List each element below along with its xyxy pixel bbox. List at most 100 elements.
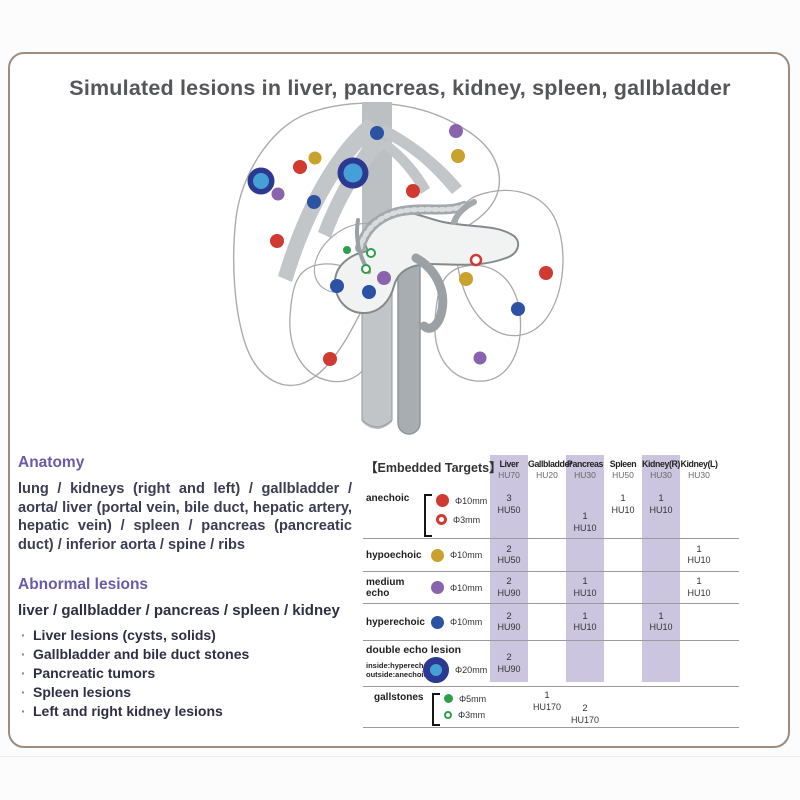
- column-header-pancreas: Pancreas HU30: [567, 459, 603, 480]
- cell-spleen: [604, 687, 642, 727]
- row-label-cell: double echo lesion inside:hyperechoic ou…: [363, 641, 490, 686]
- cell-gallbladder: [528, 604, 566, 640]
- cell-spleen: 1 HU10: [611, 493, 635, 515]
- table-header-row: Liver HU70 Gallbladder HU20 Pancreas HU30 S…: [363, 455, 739, 488]
- column-header-kidney-r: Kidney(R) HU30: [642, 459, 680, 480]
- blue-filled-circle-icon: [431, 615, 444, 629]
- lesion-dot: [330, 279, 344, 293]
- cell-spleen: [604, 641, 642, 686]
- list-item: Left and right kidney lesions: [18, 702, 360, 721]
- embedded-targets-table: 【Embedded Targets】 Liver HU70 Gallbladder…: [363, 455, 739, 728]
- double-echo-ring-icon: [423, 657, 449, 683]
- lesion-dot: [473, 351, 487, 365]
- lesion-dot: [469, 253, 483, 267]
- cell-pancreas: 1 HU10: [573, 576, 597, 598]
- lesion-dot: [307, 195, 321, 209]
- sma-vessel: [411, 253, 448, 333]
- cell-pancreas: 1 HU10: [573, 610, 597, 633]
- cell-pancreas: [566, 539, 604, 571]
- lesion-dot: [270, 234, 284, 248]
- table-row-double-echo: double echo lesion inside:hyperechoic ou…: [363, 641, 739, 687]
- lesion-dot: [539, 266, 553, 280]
- row-label-cell: anechoic Φ10mm Φ3mm: [363, 488, 490, 538]
- ivc-lower: [361, 275, 393, 428]
- cell-kidney-l: [680, 641, 718, 686]
- cell-gallbladder: [528, 539, 566, 571]
- lesion-dot: [370, 126, 384, 140]
- kidney-r-column-band: [642, 455, 680, 682]
- table-row-hypoechoic: hypoechoic Φ10mm 2 HU50 1 HU10: [363, 539, 739, 572]
- row-label: double echo lesion: [366, 644, 462, 656]
- table-row-hyperechoic: hyperechoic Φ10mm 2 HU90 1 HU10 1 HU10: [363, 604, 739, 641]
- row-label: anechoic: [366, 493, 410, 504]
- cell-liver: 3 HU50: [497, 493, 521, 515]
- cell-kidney-l: [680, 604, 718, 640]
- cell-kidney-r: [642, 539, 680, 571]
- hepatic-vein-branch: [278, 118, 380, 282]
- cell-kidney-l: 1 HU10: [687, 576, 711, 598]
- cell-kidney-l: [680, 488, 718, 538]
- liver-column-band: [490, 455, 528, 682]
- list-item: Liver lesions (cysts, solids): [18, 626, 360, 645]
- gold-filled-circle-icon: [431, 548, 444, 562]
- anatomy-body: lung / kidneys (right and left) / gallbl…: [18, 481, 352, 553]
- lesion-dot: [323, 352, 337, 366]
- row-label-cell: hypoechoic Φ10mm: [366, 548, 483, 562]
- cell-liver: 2 HU90: [497, 610, 521, 633]
- abnormal-lesions-section: Abnormal lesions liver / gallbladder / p…: [18, 576, 360, 721]
- column-header-spleen: Spleen HU50: [609, 459, 637, 480]
- lesion-dot: [459, 272, 473, 286]
- page-title: Simulated lesions in liver, pancreas, ki…: [69, 76, 731, 101]
- list-item: Gallbladder and bile duct stones: [18, 645, 360, 664]
- lesion-dot: [343, 163, 363, 183]
- row-label: hyperechoic: [366, 616, 425, 628]
- row-label: medium echo: [366, 576, 405, 599]
- cell-kidney-r: 1 HU10: [649, 610, 673, 633]
- column-header-gallbladder: Gallbladder HU20: [528, 459, 572, 480]
- abnormal-subheading: liver / gallbladder / pancreas / spleen …: [18, 602, 340, 619]
- cell-liver: 2 HU90: [497, 576, 521, 598]
- cell-pancreas: [566, 641, 604, 686]
- cell-kidney-r: [642, 641, 680, 686]
- lesion-dot: [362, 285, 376, 299]
- table-row-gallstones: gallstones Φ5mm Φ3mm 1 HU170 2 HU170: [363, 687, 739, 728]
- lesion-dot: [271, 187, 285, 201]
- cell-liver: 2 HU90: [497, 652, 521, 674]
- lesion-dot: [361, 264, 371, 274]
- lesion-dot: [293, 160, 307, 174]
- row-label-cell: gallstones Φ5mm Φ3mm: [363, 687, 490, 727]
- cell-spleen: [604, 572, 642, 603]
- anatomy-illustration: [233, 102, 564, 435]
- anatomy-section: Anatomy lung / kidneys (right and left) …: [18, 454, 352, 554]
- row-label: gallstones: [374, 692, 424, 703]
- red-filled-circle-icon: [436, 494, 449, 507]
- cell-spleen: [604, 604, 642, 640]
- cell-gallbladder: [528, 488, 566, 538]
- table-caption: 【Embedded Targets】: [365, 461, 502, 475]
- column-header-kidney-l: Kidney(L) HU30: [680, 459, 718, 480]
- bracket-icon: [424, 494, 432, 537]
- hepatic-vein-branch: [380, 124, 462, 194]
- cell-kidney-r: [642, 572, 680, 603]
- lesion-dot: [377, 271, 391, 285]
- bracket-icon: [432, 693, 440, 726]
- portal-vessel-ribs: [357, 203, 467, 251]
- left-kidney-outline: [434, 264, 522, 382]
- cell-spleen: [604, 539, 642, 571]
- lesion-dots: [247, 124, 553, 366]
- abnormal-heading: Abnormal lesions: [18, 576, 149, 593]
- table-row-medium-echo: medium echo Φ10mm 2 HU90 1 HU10 1 HU10: [363, 572, 739, 604]
- cell-kidney-l: [680, 687, 718, 727]
- column-header-liver: Liver HU70: [498, 459, 520, 480]
- red-open-circle-icon: [436, 514, 447, 525]
- cell-pancreas: 2 HU170: [570, 703, 599, 725]
- cell-gallbladder: 1 HU170: [532, 690, 561, 712]
- green-open-circle-icon: [444, 710, 452, 719]
- lesion-dot: [366, 248, 376, 258]
- cell-gallbladder: [528, 572, 566, 603]
- lesion-list: Liver lesions (cysts, solids) Gallbladde…: [18, 626, 360, 721]
- lesion-dot: [406, 184, 420, 198]
- cell-kidney-r: [642, 687, 680, 727]
- cell-pancreas: 1 HU10: [573, 511, 597, 533]
